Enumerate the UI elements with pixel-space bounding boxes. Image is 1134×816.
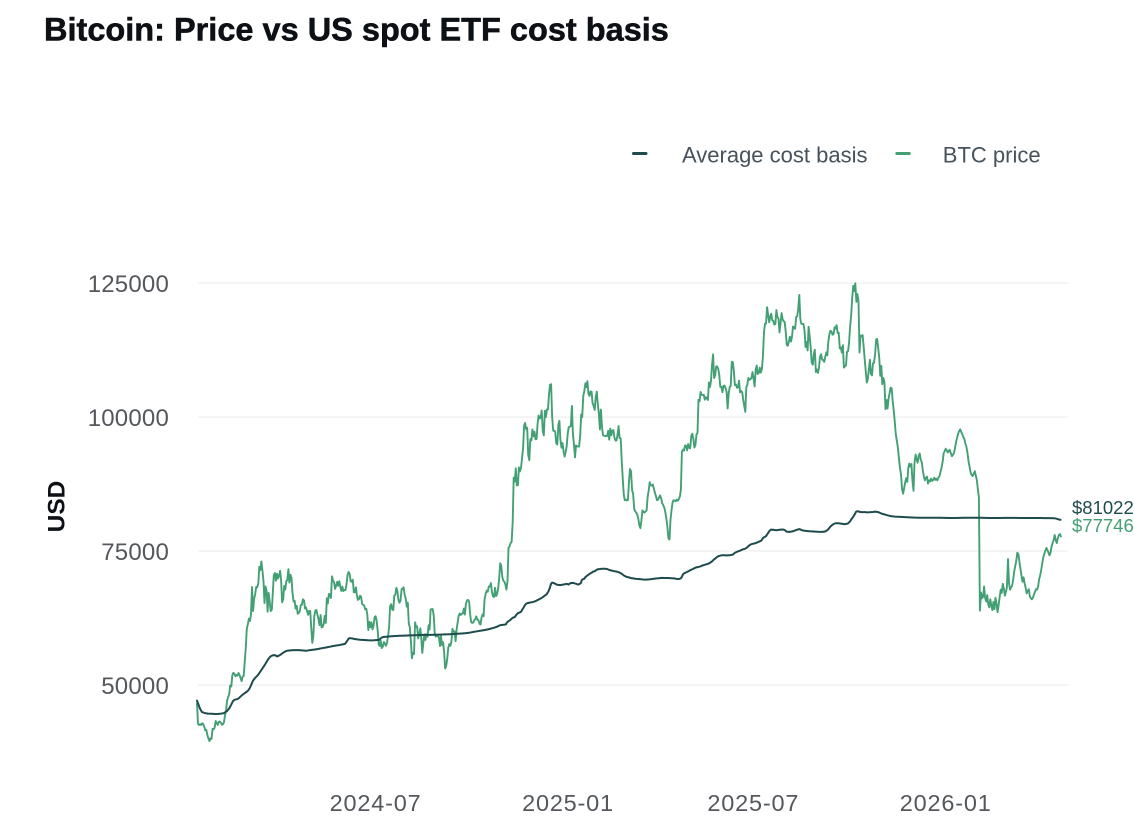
svg-text:Bitcoin: Price vs US spot ETF: Bitcoin: Price vs US spot ETF cost basis xyxy=(44,12,669,48)
svg-text:2026-01: 2026-01 xyxy=(900,790,992,816)
svg-text:$81022: $81022 xyxy=(1072,497,1134,518)
svg-text:125000: 125000 xyxy=(88,271,169,298)
svg-text:2025-01: 2025-01 xyxy=(522,790,614,816)
svg-text:75000: 75000 xyxy=(101,539,169,566)
svg-text:USD: USD xyxy=(44,481,71,533)
svg-text:50000: 50000 xyxy=(101,673,169,700)
svg-text:BTC price: BTC price xyxy=(943,143,1041,168)
svg-text:Average cost basis: Average cost basis xyxy=(682,143,867,168)
svg-text:$77746: $77746 xyxy=(1072,515,1134,536)
svg-text:2025-07: 2025-07 xyxy=(707,790,799,816)
svg-text:100000: 100000 xyxy=(88,405,169,432)
svg-text:2024-07: 2024-07 xyxy=(330,790,422,816)
